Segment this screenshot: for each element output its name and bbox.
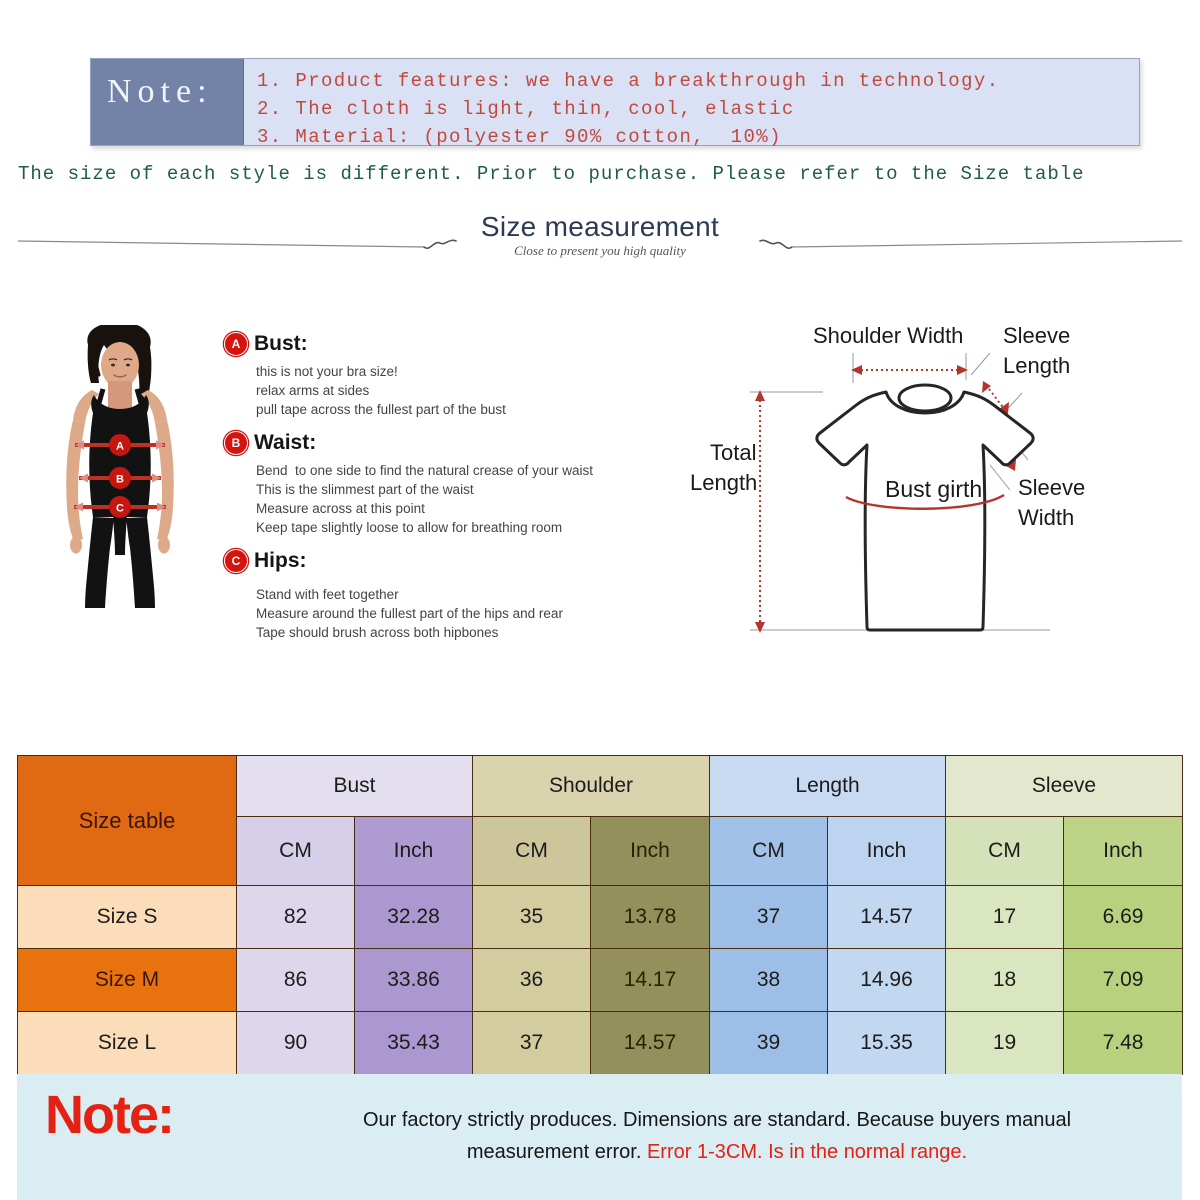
svg-text:Sleeve: Sleeve — [1003, 323, 1070, 348]
svg-text:A: A — [116, 441, 124, 453]
svg-text:Shoulder Width: Shoulder Width — [813, 323, 963, 348]
svg-text:Sleeve: Sleeve — [1018, 475, 1085, 500]
svg-text:Bust girth: Bust girth — [885, 476, 982, 502]
svg-text:C: C — [116, 503, 124, 515]
svg-text:Total: Total — [710, 440, 756, 465]
svg-text:Length: Length — [1003, 353, 1070, 378]
svg-text:B: B — [116, 474, 124, 486]
svg-text:Width: Width — [1018, 505, 1074, 530]
svg-text:Length: Length — [690, 470, 757, 495]
